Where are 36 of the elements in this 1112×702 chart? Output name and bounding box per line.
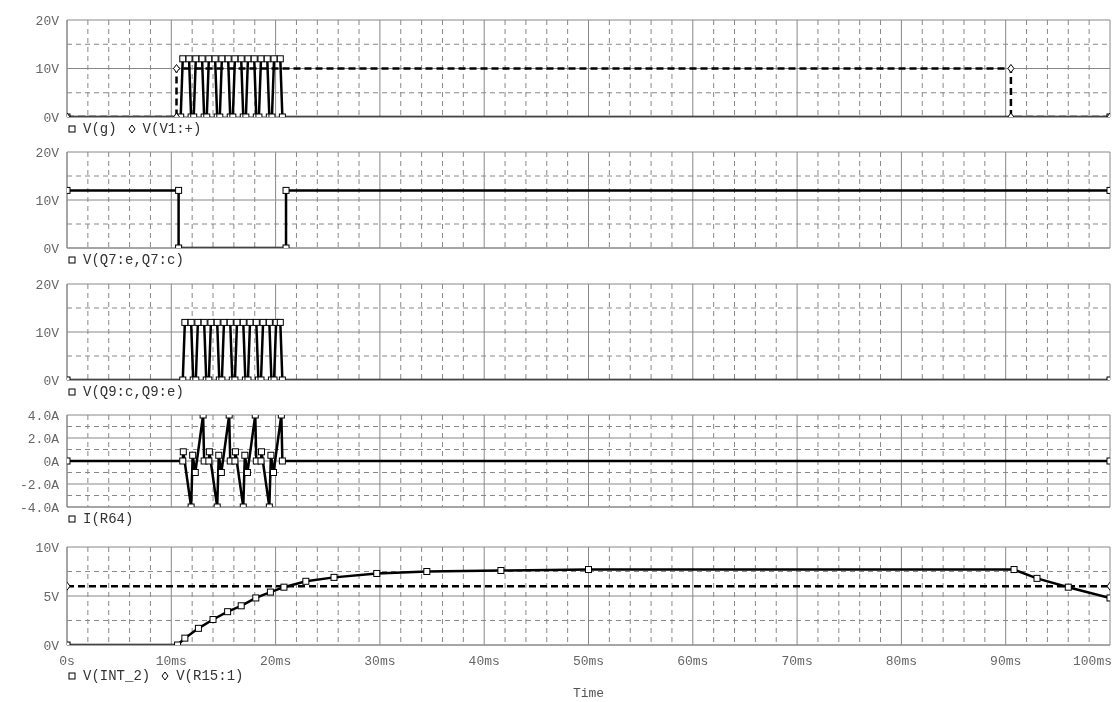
y-tick-label: 10V: [35, 193, 60, 209]
x-tick-label: 30ms: [364, 654, 396, 669]
y-tick-label: 0V: [43, 241, 60, 257]
y-tick-label: 10V: [35, 62, 60, 78]
y-tick-label: 0V: [43, 638, 60, 654]
y-tick-label: 4.0A: [27, 408, 60, 424]
x-tick-label: 50ms: [572, 654, 605, 669]
legend-label: V(Q7:e,Q7:c): [83, 252, 184, 268]
x-tick-label: 0s: [59, 654, 75, 669]
y-tick-label: 10V: [35, 325, 60, 341]
y-tick-label: -2.0A: [19, 477, 60, 493]
x-tick-label: 80ms: [885, 654, 918, 669]
y-tick-label: 20V: [35, 277, 60, 293]
x-tick-label: 20ms: [259, 654, 292, 669]
y-tick-label: 20V: [35, 145, 60, 161]
x-tick-label: 70ms: [781, 654, 813, 669]
x-axis-title: Time: [571, 686, 606, 701]
x-tick-label: 90ms: [990, 654, 1022, 669]
y-tick-label: 5V: [43, 589, 60, 605]
y-tick-label: 0V: [43, 110, 60, 126]
x-tick-label: 40ms: [468, 654, 500, 669]
legend-label: V(g): [83, 121, 117, 137]
y-tick-label: 10V: [35, 540, 60, 556]
y-tick-label: 2.0A: [27, 431, 60, 447]
legend-label: V(R15:1): [176, 668, 244, 684]
legend-label: I(R64): [83, 511, 134, 527]
y-tick-label: 0A: [43, 454, 60, 470]
x-tick-label: 60ms: [677, 654, 709, 669]
legend-label: V(INT_2): [83, 668, 151, 684]
y-tick-label: 20V: [35, 13, 60, 29]
legend-label: V(Q9:c,Q9:e): [83, 384, 184, 400]
x-tick-label: 100ms: [1072, 654, 1112, 669]
x-tick-label: 10ms: [155, 654, 187, 669]
y-tick-label: -4.0A: [19, 500, 60, 516]
y-tick-label: 0V: [43, 373, 60, 389]
legend-label: V(V1:+): [142, 121, 202, 137]
